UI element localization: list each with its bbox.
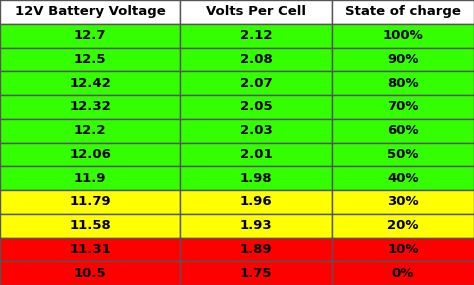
FancyBboxPatch shape	[0, 24, 180, 48]
FancyBboxPatch shape	[180, 48, 332, 71]
Text: 90%: 90%	[387, 53, 419, 66]
FancyBboxPatch shape	[180, 95, 332, 119]
FancyBboxPatch shape	[180, 142, 332, 166]
Text: 0%: 0%	[392, 267, 414, 280]
Text: 2.03: 2.03	[239, 124, 273, 137]
Text: 12V Battery Voltage: 12V Battery Voltage	[15, 5, 165, 18]
Text: 60%: 60%	[387, 124, 419, 137]
FancyBboxPatch shape	[0, 214, 180, 237]
FancyBboxPatch shape	[180, 24, 332, 48]
FancyBboxPatch shape	[0, 0, 180, 24]
Text: State of charge: State of charge	[345, 5, 461, 18]
Text: 1.98: 1.98	[240, 172, 272, 185]
FancyBboxPatch shape	[0, 261, 180, 285]
Text: 1.96: 1.96	[240, 196, 272, 208]
FancyBboxPatch shape	[180, 237, 332, 261]
FancyBboxPatch shape	[0, 142, 180, 166]
Text: 1.89: 1.89	[240, 243, 272, 256]
Text: 12.42: 12.42	[69, 77, 111, 89]
FancyBboxPatch shape	[332, 95, 474, 119]
Text: 12.32: 12.32	[69, 100, 111, 113]
Text: 11.31: 11.31	[69, 243, 111, 256]
Text: 12.2: 12.2	[74, 124, 106, 137]
Text: 12.06: 12.06	[69, 148, 111, 161]
FancyBboxPatch shape	[0, 166, 180, 190]
Text: 1.93: 1.93	[240, 219, 272, 232]
FancyBboxPatch shape	[332, 48, 474, 71]
Text: 12.5: 12.5	[74, 53, 106, 66]
Text: 10.5: 10.5	[74, 267, 106, 280]
FancyBboxPatch shape	[332, 24, 474, 48]
Text: 2.07: 2.07	[240, 77, 272, 89]
Text: 2.01: 2.01	[240, 148, 272, 161]
FancyBboxPatch shape	[332, 166, 474, 190]
FancyBboxPatch shape	[180, 119, 332, 142]
FancyBboxPatch shape	[332, 214, 474, 237]
Text: 12.7: 12.7	[74, 29, 106, 42]
Text: 2.08: 2.08	[239, 53, 273, 66]
FancyBboxPatch shape	[0, 237, 180, 261]
Text: 40%: 40%	[387, 172, 419, 185]
FancyBboxPatch shape	[180, 261, 332, 285]
FancyBboxPatch shape	[0, 71, 180, 95]
Text: 2.12: 2.12	[240, 29, 272, 42]
FancyBboxPatch shape	[180, 0, 332, 24]
FancyBboxPatch shape	[180, 166, 332, 190]
FancyBboxPatch shape	[180, 190, 332, 214]
Text: 11.79: 11.79	[69, 196, 111, 208]
FancyBboxPatch shape	[332, 190, 474, 214]
FancyBboxPatch shape	[332, 237, 474, 261]
FancyBboxPatch shape	[332, 142, 474, 166]
FancyBboxPatch shape	[332, 119, 474, 142]
Text: 1.75: 1.75	[240, 267, 272, 280]
Text: 20%: 20%	[387, 219, 419, 232]
Text: 10%: 10%	[387, 243, 419, 256]
FancyBboxPatch shape	[332, 71, 474, 95]
FancyBboxPatch shape	[0, 95, 180, 119]
Text: 50%: 50%	[387, 148, 419, 161]
Text: 2.05: 2.05	[240, 100, 272, 113]
Text: 11.9: 11.9	[74, 172, 106, 185]
Text: 80%: 80%	[387, 77, 419, 89]
FancyBboxPatch shape	[180, 71, 332, 95]
Text: Volts Per Cell: Volts Per Cell	[206, 5, 306, 18]
FancyBboxPatch shape	[332, 0, 474, 24]
FancyBboxPatch shape	[332, 261, 474, 285]
FancyBboxPatch shape	[180, 214, 332, 237]
FancyBboxPatch shape	[0, 48, 180, 71]
FancyBboxPatch shape	[0, 190, 180, 214]
Text: 30%: 30%	[387, 196, 419, 208]
Text: 11.58: 11.58	[69, 219, 111, 232]
Text: 70%: 70%	[387, 100, 419, 113]
FancyBboxPatch shape	[0, 119, 180, 142]
Text: 100%: 100%	[383, 29, 423, 42]
